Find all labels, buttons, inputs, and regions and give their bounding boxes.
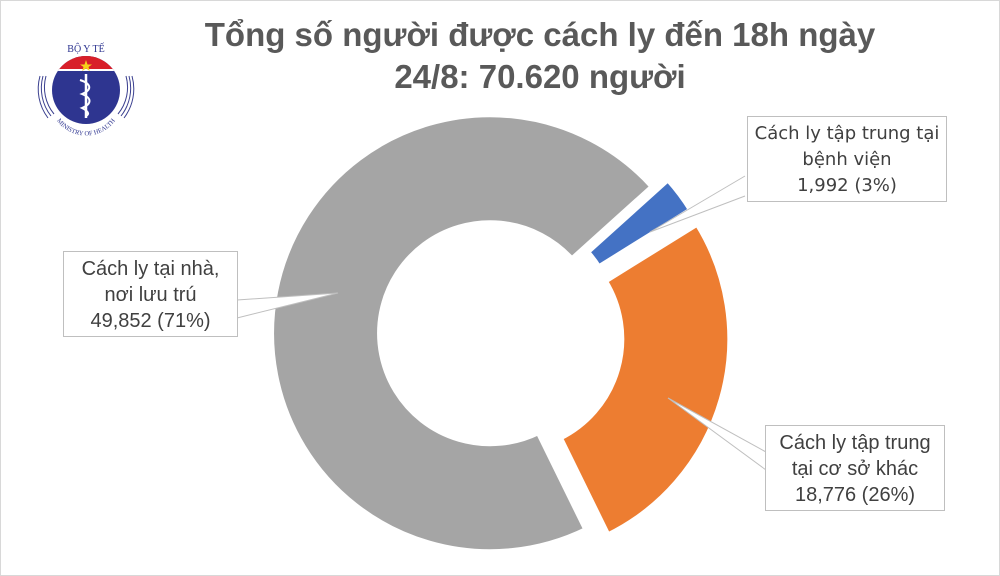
label-line: tại cơ sở khác (791, 458, 919, 480)
leader-line-home (236, 292, 339, 319)
label-value: 18,776 (26%) (794, 484, 916, 506)
label-value: 49,852 (71%) (90, 310, 211, 332)
leader-line-hospital (649, 175, 746, 233)
data-label-home: Cách ly tại nhà, nơi lưu trú 49,852 (71%… (63, 251, 238, 337)
chart-title-line1: Tổng số người được cách ly đến 18h ngày (204, 16, 876, 53)
svg-text:BỘ Y TẾ: BỘ Y TẾ (67, 42, 104, 55)
label-line: bệnh viện (802, 149, 892, 170)
label-line: Cách ly tập trung (779, 432, 931, 454)
chart-title-line2: 24/8: 70.620 người (394, 58, 686, 95)
leader-line-other (667, 397, 767, 471)
label-line: Cách ly tại nhà, (81, 258, 220, 280)
label-line: Cách ly tập trung tại (754, 123, 940, 144)
slice-home (268, 111, 658, 556)
slice-other-facility (555, 219, 734, 540)
chart-title: Tổng số người được cách ly đến 18h ngày … (140, 14, 940, 98)
label-value: 1,992 (3%) (797, 175, 897, 196)
data-label-other: Cách ly tập trung tại cơ sở khác 18,776 … (765, 425, 945, 511)
data-label-hospital: Cách ly tập trung tại bệnh viện 1,992 (3… (747, 116, 947, 202)
slice-hospital (582, 174, 696, 272)
label-line: nơi lưu trú (104, 284, 197, 306)
ministry-of-health-logo-icon: BỘ Y TẾ MINISTRY OF HEALTH (37, 42, 135, 136)
